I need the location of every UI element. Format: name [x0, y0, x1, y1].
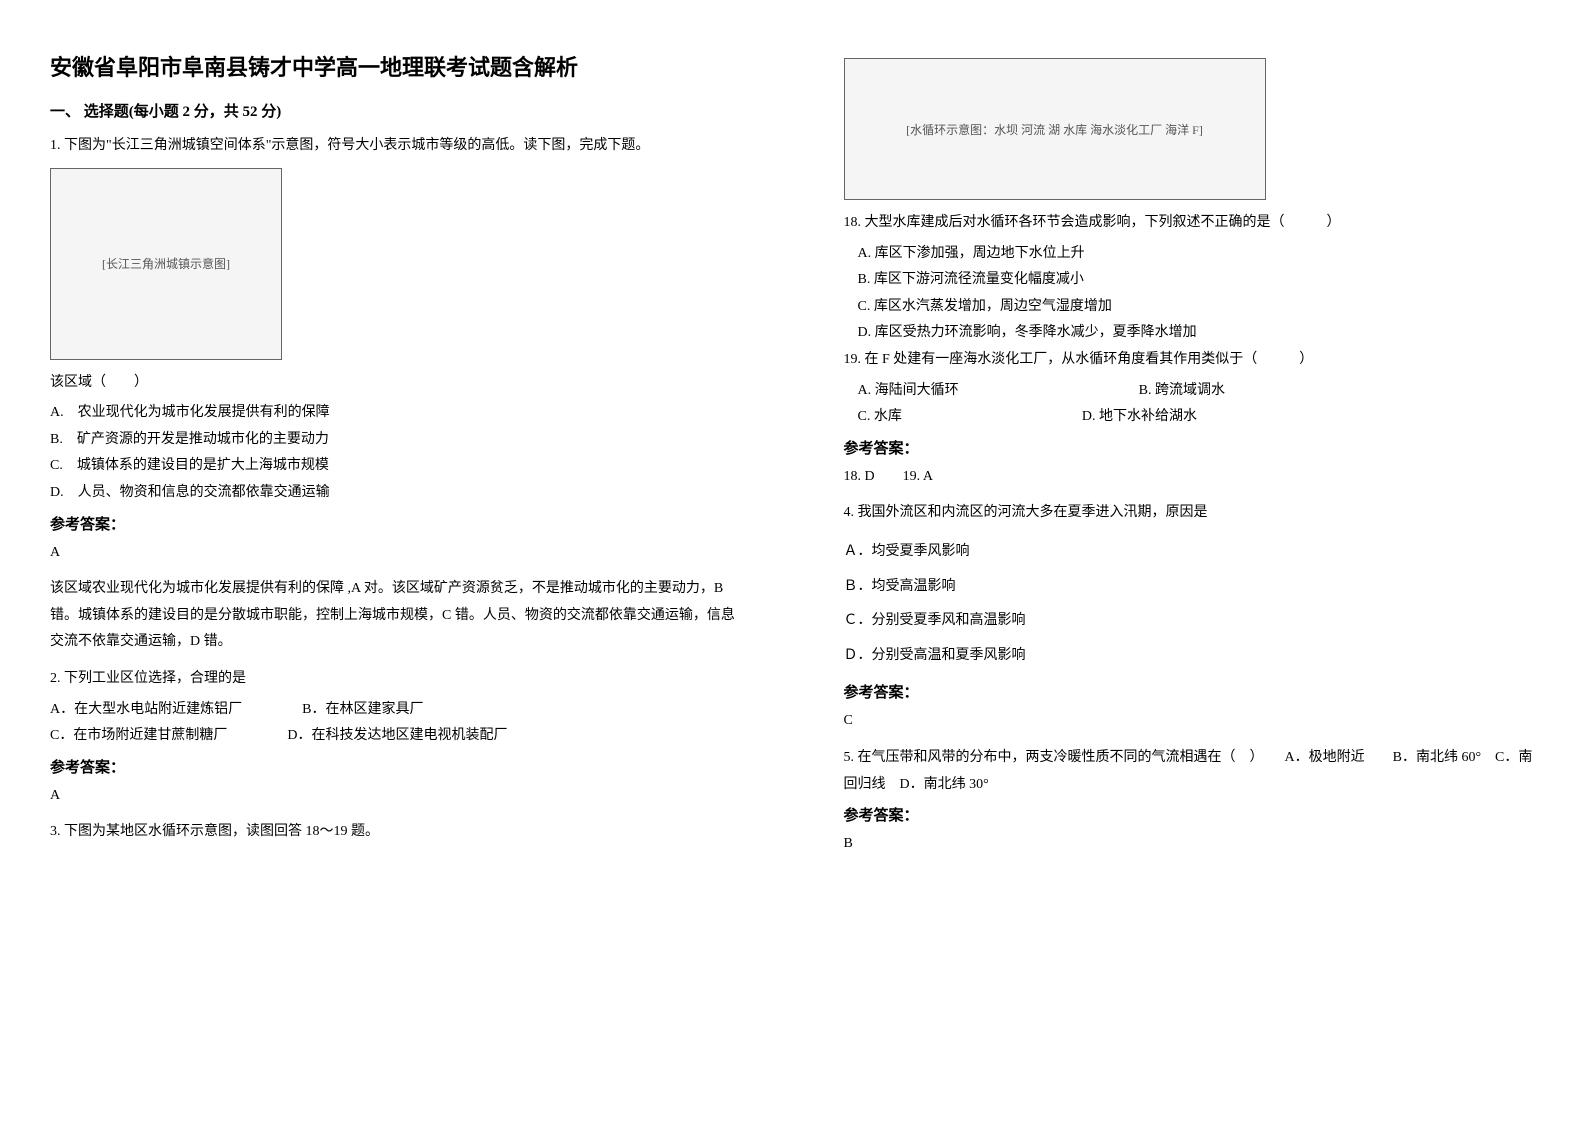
q18-option-a: A. 库区下渗加强，周边地下水位上升: [844, 241, 1538, 268]
q2-option-c: C．在市场附近建甘蔗制糖厂: [50, 723, 227, 750]
q18-stem: 18. 大型水库建成后对水循环各环节会造成影响，下列叙述不正确的是（ ）: [844, 210, 1538, 237]
q18-option-c: C. 库区水汽蒸发增加，周边空气湿度增加: [844, 294, 1538, 321]
q1-stem: 1. 下图为"长江三角洲城镇空间体系"示意图，符号大小表示城市等级的高低。读下图…: [50, 133, 744, 160]
q4-option-d: Ｄ．分别受高温和夏季风影响: [844, 643, 1538, 670]
q2-option-a: A．在大型水电站附近建炼铝厂: [50, 697, 242, 724]
q1-option-d: D. 人员、物资和信息的交流都依靠交通运输: [50, 480, 744, 507]
q4-option-c: Ｃ．分别受夏季风和高温影响: [844, 608, 1538, 635]
q2-option-b: B．在林区建家具厂: [302, 697, 423, 724]
q19-stem: 19. 在 F 处建有一座海水淡化工厂，从水循环角度看其作用类似于（ ）: [844, 347, 1538, 374]
q1-option-c: C. 城镇体系的建设目的是扩大上海城市规模: [50, 453, 744, 480]
q5-stem: 5. 在气压带和风带的分布中，两支冷暖性质不同的气流相遇在（ ） A．极地附近 …: [844, 745, 1538, 798]
right-column: [水循环示意图：水坝 河流 湖 水库 海水淡化工厂 海洋 F] 18. 大型水库…: [794, 0, 1587, 1122]
q1-answer: A: [50, 540, 744, 567]
q1-option-a: A. 农业现代化为城市化发展提供有利的保障: [50, 400, 744, 427]
q3-figure: [水循环示意图：水坝 河流 湖 水库 海水淡化工厂 海洋 F]: [844, 58, 1266, 200]
q3-answer: 18. D 19. A: [844, 464, 1538, 491]
page-title: 安徽省阜阳市阜南县铸才中学高一地理联考试题含解析: [50, 50, 744, 82]
q1-figure: [长江三角洲城镇示意图]: [50, 168, 282, 360]
q2-answer: A: [50, 783, 744, 810]
q1-prompt: 该区域（ ）: [50, 370, 744, 397]
q4-answer-label: 参考答案：: [844, 681, 1538, 702]
q2-answer-label: 参考答案：: [50, 756, 744, 777]
q19-option-d: D. 地下水补给湖水: [1082, 404, 1197, 431]
q1-answer-label: 参考答案：: [50, 513, 744, 534]
q5-answer: B: [844, 831, 1538, 858]
q3-answer-label: 参考答案：: [844, 437, 1538, 458]
q3-stem: 3. 下图为某地区水循环示意图，读图回答 18～19 题。: [50, 819, 744, 846]
q5-answer-label: 参考答案：: [844, 804, 1538, 825]
q4-option-b: Ｂ．均受高温影响: [844, 574, 1538, 601]
section-header: 一、 选择题(每小题 2 分，共 52 分): [50, 100, 744, 121]
q1-option-b: B. 矿产资源的开发是推动城市化的主要动力: [50, 427, 744, 454]
left-column: 安徽省阜阳市阜南县铸才中学高一地理联考试题含解析 一、 选择题(每小题 2 分，…: [0, 0, 794, 1122]
q19-option-a: A. 海陆间大循环: [858, 378, 959, 405]
q2-option-d: D．在科技发达地区建电视机装配厂: [287, 723, 507, 750]
q4-stem: 4. 我国外流区和内流区的河流大多在夏季进入汛期，原因是: [844, 500, 1538, 527]
q18-option-b: B. 库区下游河流径流量变化幅度减小: [844, 267, 1538, 294]
q18-option-d: D. 库区受热力环流影响，冬季降水减少，夏季降水增加: [844, 320, 1538, 347]
q4-answer: C: [844, 708, 1538, 735]
q19-option-c: C. 水库: [858, 404, 902, 431]
q19-option-b: B. 跨流域调水: [1139, 378, 1225, 405]
q4-option-a: Ａ．均受夏季风影响: [844, 539, 1538, 566]
q2-stem: 2. 下列工业区位选择，合理的是: [50, 666, 744, 693]
q1-explain: 该区域农业现代化为城市化发展提供有利的保障 ,A 对。该区域矿产资源贫乏，不是推…: [50, 576, 744, 656]
